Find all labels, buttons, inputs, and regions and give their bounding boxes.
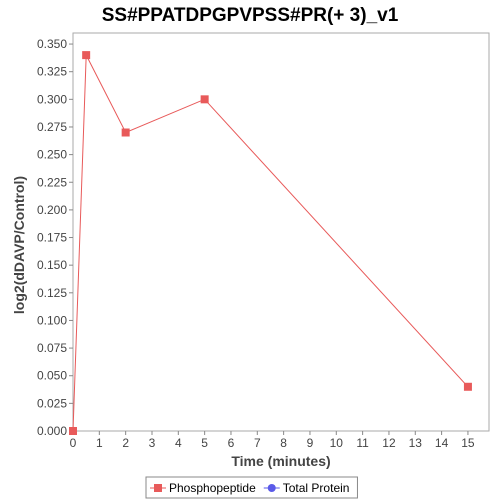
x-tick-label-9: 9	[307, 436, 314, 450]
y-tick-label-2: 0.050	[37, 369, 67, 383]
chart-title: SS#PPATDPGPVPSS#PR(+ 3)_v1	[102, 5, 399, 26]
data-point-0-4	[463, 382, 472, 391]
x-tick-label-13: 13	[409, 436, 423, 450]
legend-label-1: Total Protein	[283, 481, 350, 495]
legend-label-0: Phosphopeptide	[169, 481, 256, 495]
data-point-0-3	[200, 95, 209, 104]
y-axis-label: log2(dDAVP/Control)	[11, 176, 27, 314]
y-tick-label-12: 0.300	[37, 92, 67, 106]
y-tick-label-14: 0.350	[37, 37, 67, 51]
x-tick-label-15: 15	[461, 436, 475, 450]
legend-box	[145, 476, 358, 499]
x-tick-label-0: 0	[70, 436, 77, 450]
x-tick-label-5: 5	[201, 436, 208, 450]
x-tick-label-6: 6	[228, 436, 235, 450]
legend-marker-1	[267, 484, 276, 492]
data-point-0-2	[121, 128, 130, 137]
y-tick-label-9: 0.225	[37, 175, 67, 189]
legend-marker-0	[154, 484, 162, 492]
x-axis-label: Time (minutes)	[231, 453, 330, 469]
y-tick-label-7: 0.175	[37, 231, 67, 245]
x-tick-label-10: 10	[330, 436, 344, 450]
x-tick-label-7: 7	[254, 436, 261, 450]
x-tick-label-4: 4	[175, 436, 182, 450]
x-tick-label-2: 2	[122, 436, 129, 450]
y-tick-label-8: 0.200	[37, 203, 67, 217]
y-tick-label-5: 0.125	[37, 286, 67, 300]
y-tick-label-11: 0.275	[37, 120, 67, 134]
plot-frame	[72, 32, 490, 432]
x-tick-label-14: 14	[435, 436, 449, 450]
y-tick-label-13: 0.325	[37, 65, 67, 79]
y-tick-label-1: 0.025	[37, 396, 67, 410]
x-tick-label-11: 11	[356, 436, 369, 450]
y-tick-label-0: 0.000	[37, 424, 67, 438]
legend: Phosphopeptide Total Protein	[145, 476, 358, 499]
data-point-0-0	[69, 427, 77, 435]
x-tick-label-3: 3	[149, 436, 156, 450]
y-tick-label-4: 0.100	[37, 313, 67, 327]
x-tick-label-8: 8	[280, 436, 287, 450]
x-tick-label-1: 1	[96, 436, 103, 450]
x-tick-label-12: 12	[382, 436, 396, 450]
y-tick-label-3: 0.075	[37, 341, 67, 355]
plot-area: 0.000 0.025 0.050 0.075 0.100 0.125 0.150 0.175…	[37, 32, 490, 450]
y-tick-label-10: 0.250	[37, 148, 67, 162]
data-point-0-1	[82, 51, 91, 60]
y-tick-label-6: 0.150	[37, 258, 67, 272]
